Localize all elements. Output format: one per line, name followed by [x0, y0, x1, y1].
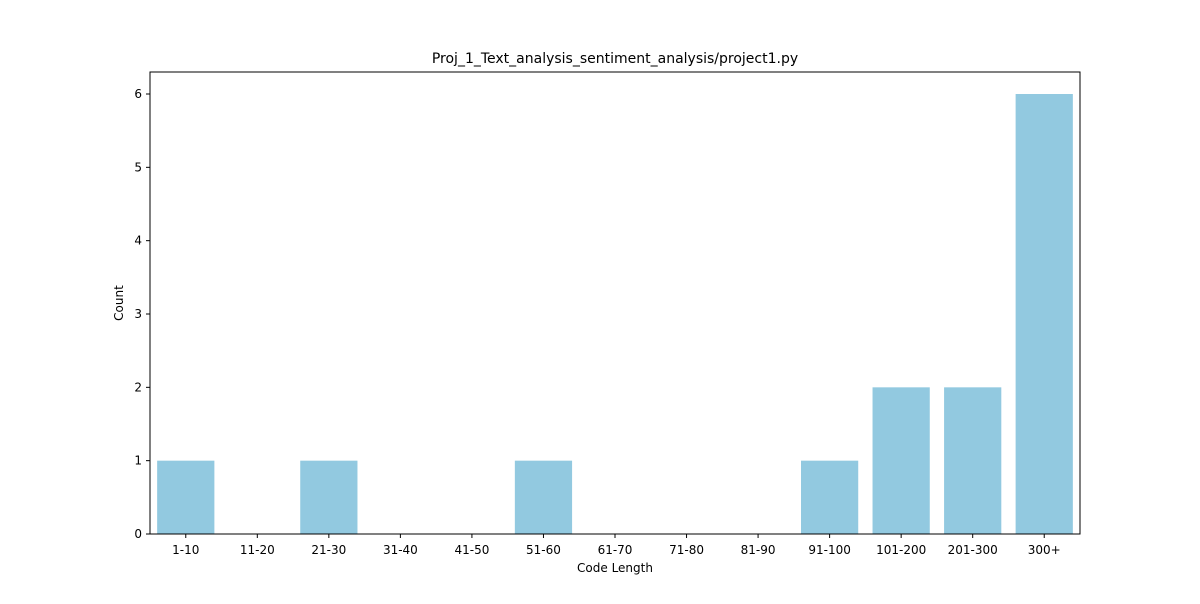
x-tick-label: 91-100 [808, 543, 851, 557]
y-axis-label: Count [112, 285, 126, 321]
x-tick-label: 81-90 [741, 543, 776, 557]
x-tick-label: 41-50 [454, 543, 489, 557]
bar-51-60 [514, 460, 573, 534]
y-tick-label: 6 [134, 87, 142, 101]
y-tick-label: 0 [134, 527, 142, 541]
chart-title: Proj_1_Text_analysis_sentiment_analysis/… [432, 51, 798, 67]
y-tick-label: 3 [134, 307, 142, 321]
bar-300+ [1015, 94, 1073, 534]
bar-1-10 [157, 460, 215, 534]
y-tick-label: 5 [134, 160, 142, 174]
plot-frame [149, 71, 1081, 535]
y-axis: 0 1 2 3 4 5 6 [134, 87, 150, 541]
bar-21-30 [300, 460, 358, 534]
x-tick-label: 300+ [1028, 543, 1061, 557]
x-tick-label: 11-20 [240, 543, 275, 557]
y-tick-label: 4 [134, 234, 142, 248]
x-tick-label: 71-80 [669, 543, 704, 557]
x-tick-label: 101-200 [876, 543, 926, 557]
x-tick-label: 21-30 [311, 543, 346, 557]
bars-layer [157, 94, 1073, 534]
x-axis-label: Code Length [577, 561, 653, 575]
x-tick-label: 61-70 [598, 543, 633, 557]
bar-201-300 [944, 387, 1002, 534]
x-tick-label: 51-60 [526, 543, 561, 557]
x-tick-label: 1-10 [172, 543, 199, 557]
x-axis: 1-10 11-20 21-30 31-40 41-50 51-60 61-70 71-80 8… [172, 534, 1061, 557]
x-tick-label: 201-300 [948, 543, 998, 557]
x-tick-label: 31-40 [383, 543, 418, 557]
y-tick-label: 2 [134, 380, 142, 394]
y-tick-label: 1 [134, 454, 142, 468]
bar-91-100 [801, 460, 859, 534]
bar-101-200 [872, 387, 930, 534]
